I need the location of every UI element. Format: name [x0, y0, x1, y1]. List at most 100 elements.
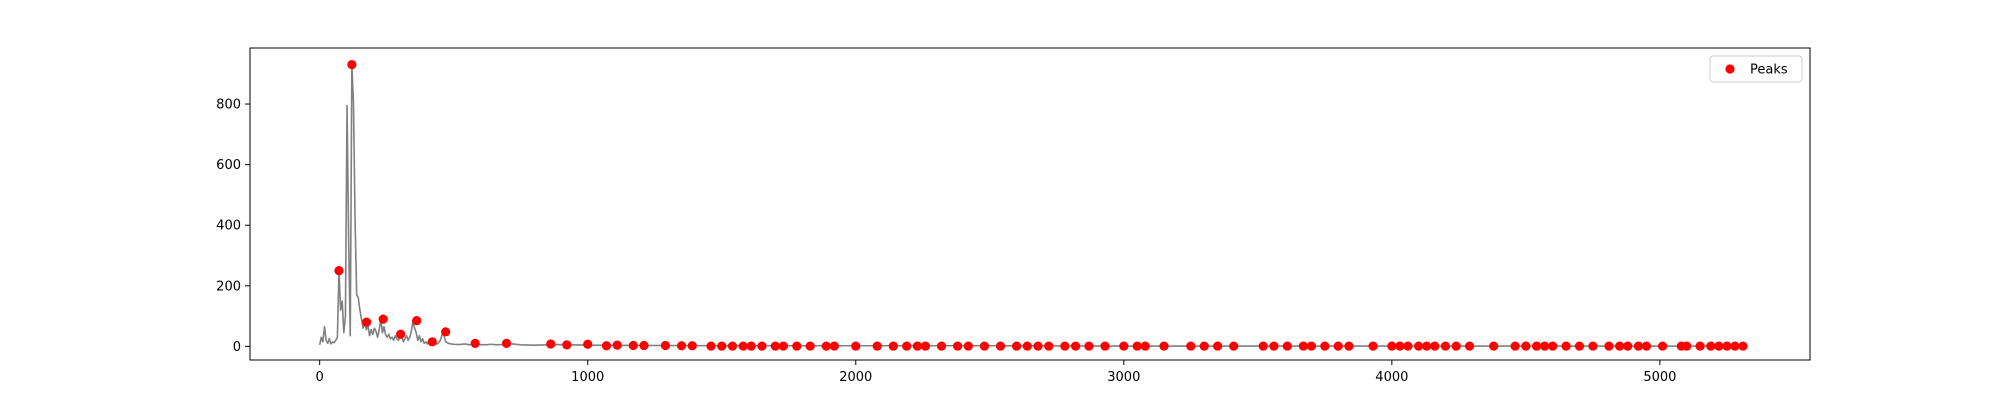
peak-point	[441, 327, 451, 337]
peak-point	[805, 341, 815, 351]
x-tick-label: 0	[316, 370, 324, 385]
peak-point	[1060, 341, 1070, 351]
peak-point	[1119, 341, 1129, 351]
peak-point	[1489, 341, 1499, 351]
peak-point	[1033, 341, 1043, 351]
peak-point	[1070, 341, 1081, 351]
x-tick-label: 4000	[1375, 370, 1408, 385]
peak-point	[1320, 341, 1330, 351]
peak-point	[821, 341, 831, 351]
peak-point	[920, 341, 931, 351]
peak-point	[829, 341, 839, 351]
peak-point	[1521, 341, 1531, 351]
peak-point	[738, 341, 748, 351]
peak-point	[872, 341, 882, 351]
peak-point	[1282, 341, 1292, 351]
peak-point	[1574, 341, 1585, 351]
y-tick-label: 600	[216, 158, 241, 173]
peak-point	[995, 341, 1006, 351]
peak-point	[1100, 341, 1110, 351]
peak-point	[1451, 341, 1461, 351]
peak-point	[1422, 341, 1432, 351]
peak-point	[396, 329, 406, 339]
peak-point	[639, 340, 649, 351]
peak-point	[1540, 341, 1550, 351]
peak-point	[757, 341, 767, 351]
peak-point	[1269, 341, 1279, 351]
peak-point	[1022, 341, 1032, 351]
peak-point	[583, 339, 593, 349]
peak-point	[912, 341, 923, 351]
peak-point	[1132, 341, 1142, 351]
peak-point	[1440, 341, 1451, 351]
legend-label-peaks: Peaks	[1750, 63, 1788, 78]
peak-point	[334, 266, 344, 276]
peak-point	[1604, 341, 1614, 351]
peak-point	[1695, 341, 1705, 351]
peak-point	[953, 341, 963, 351]
peak-point	[546, 339, 556, 349]
peak-point	[412, 316, 422, 326]
peak-point	[1706, 341, 1716, 351]
peak-point	[1430, 341, 1440, 351]
peak-point	[717, 341, 727, 351]
peak-point	[979, 341, 990, 351]
peak-point	[1464, 341, 1475, 351]
peak-point	[628, 340, 638, 351]
peak-point	[1548, 341, 1558, 351]
peak-point	[902, 341, 912, 351]
peak-point	[1368, 341, 1378, 351]
peak-point	[362, 317, 372, 327]
peak-point	[687, 341, 697, 351]
peak-point	[1199, 341, 1209, 351]
peak-point	[1722, 341, 1732, 351]
peak-point	[427, 337, 437, 347]
peak-point	[1738, 341, 1748, 351]
peak-point	[1387, 341, 1397, 351]
peak-point	[1561, 341, 1571, 351]
peak-point	[727, 341, 738, 351]
peak-point	[1395, 341, 1405, 351]
peak-point	[1714, 341, 1724, 351]
peak-point	[347, 60, 357, 70]
x-tick-label: 2000	[839, 370, 872, 385]
peak-point	[1623, 341, 1633, 351]
legend: Peaks	[1709, 55, 1803, 83]
peak-point	[612, 340, 622, 350]
peak-point	[1229, 341, 1239, 351]
peak-point	[1403, 341, 1413, 351]
peak-point	[1532, 341, 1542, 351]
peak-point	[1012, 341, 1022, 351]
peak-point	[1159, 341, 1169, 351]
peak-point	[1657, 341, 1668, 351]
peak-point	[1615, 341, 1625, 351]
peak-point	[378, 314, 388, 324]
peak-point	[1333, 341, 1343, 351]
x-tick-label: 5000	[1643, 370, 1676, 385]
legend-box	[1709, 55, 1803, 83]
signal-line	[318, 63, 1741, 347]
data-layer	[318, 60, 1748, 351]
peak-point	[792, 341, 802, 351]
peak-point	[1730, 341, 1740, 351]
peak-point	[851, 341, 861, 351]
plot-area: 0 1000 2000 3000 4000 5000 0 200 400 600 800	[216, 47, 1811, 385]
peak-point	[706, 341, 716, 351]
peak-point	[1633, 341, 1644, 351]
y-tick-label: 800	[216, 98, 241, 113]
peak-point	[746, 341, 756, 351]
peak-point	[1588, 341, 1598, 351]
y-tick-label: 0	[233, 340, 241, 355]
peak-point	[1682, 341, 1692, 351]
peak-point	[1306, 341, 1317, 351]
peak-point	[1344, 341, 1354, 351]
y-tick-label: 400	[216, 219, 241, 234]
peak-point	[660, 340, 671, 351]
peak-point	[676, 341, 687, 351]
peak-point	[936, 341, 947, 351]
peak-point	[1186, 341, 1196, 351]
x-tick-label: 3000	[1107, 370, 1140, 385]
peak-point	[1641, 341, 1652, 351]
